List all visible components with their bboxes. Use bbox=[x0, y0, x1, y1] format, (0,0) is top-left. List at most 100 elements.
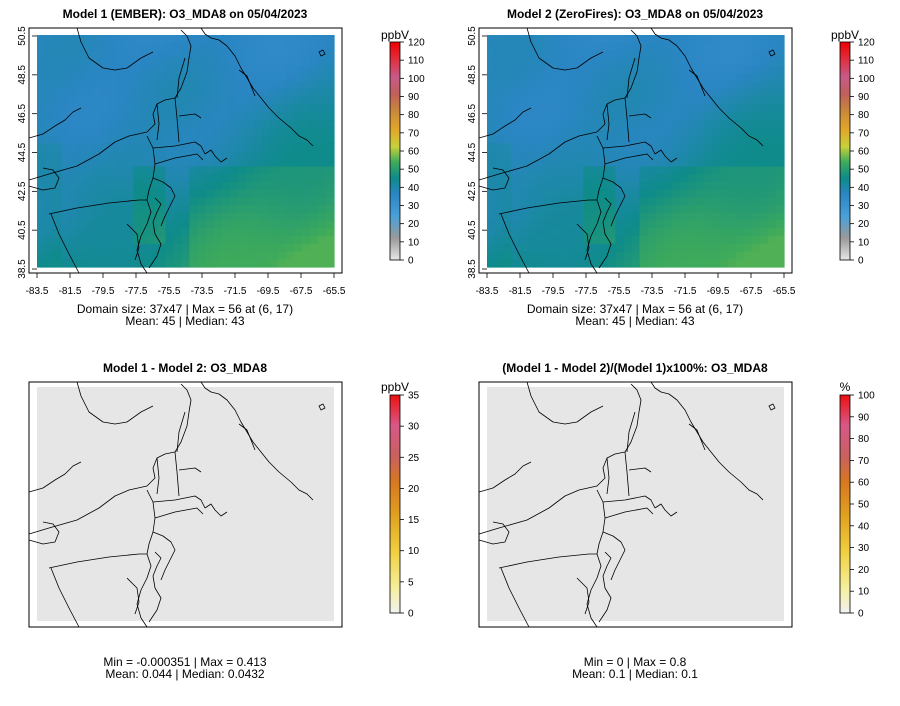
heatmap-cell bbox=[189, 58, 199, 67]
heatmap-cell bbox=[53, 166, 62, 175]
heatmap-cell bbox=[101, 228, 110, 237]
heatmap-cell bbox=[671, 189, 681, 198]
heatmap-cell bbox=[189, 50, 199, 59]
heatmap-cell bbox=[615, 189, 625, 198]
heatmap-cell bbox=[671, 259, 681, 268]
heatmap-cell bbox=[181, 58, 191, 67]
heatmap-cell bbox=[487, 174, 496, 183]
heatmap-cell bbox=[213, 251, 223, 260]
heatmap-cell bbox=[221, 73, 231, 82]
heatmap-cell bbox=[751, 251, 761, 260]
heatmap-cell bbox=[535, 158, 544, 168]
heatmap-cell bbox=[277, 151, 287, 160]
heatmap-cell bbox=[719, 259, 729, 268]
heatmap-cell bbox=[767, 189, 777, 198]
heatmap-cell bbox=[679, 166, 689, 175]
heatmap-cell bbox=[647, 189, 657, 198]
heatmap-cell bbox=[301, 174, 311, 183]
heatmap-cell bbox=[45, 135, 54, 144]
heatmap-cell bbox=[93, 135, 102, 144]
heatmap-cell bbox=[325, 189, 335, 198]
heatmap-cell bbox=[125, 236, 134, 245]
heatmap-cell bbox=[261, 220, 271, 229]
heatmap-cell bbox=[751, 228, 761, 237]
heatmap-cell bbox=[261, 35, 271, 44]
heatmap-cell bbox=[181, 205, 191, 214]
heatmap-cell bbox=[639, 151, 649, 160]
heatmap-cell bbox=[527, 243, 536, 253]
heatmap-cell bbox=[719, 35, 729, 44]
heatmap-cell bbox=[45, 143, 54, 152]
heatmap-cell bbox=[615, 104, 625, 113]
heatmap-cell bbox=[639, 58, 649, 67]
heatmap-cell bbox=[245, 166, 255, 175]
heatmap-cell bbox=[735, 151, 745, 160]
heatmap-cell bbox=[647, 220, 657, 229]
heatmap-cell bbox=[301, 189, 311, 198]
heatmap-cell bbox=[655, 42, 665, 52]
heatmap-cell bbox=[173, 81, 183, 90]
heatmap-cell bbox=[607, 73, 617, 82]
heatmap-cell bbox=[221, 228, 231, 237]
heatmap-cell bbox=[277, 220, 287, 229]
heatmap-cell bbox=[615, 158, 625, 168]
heatmap-cell bbox=[703, 65, 713, 75]
heatmap-cell bbox=[743, 81, 753, 90]
panel4-frame bbox=[478, 381, 793, 628]
heatmap-cell bbox=[751, 151, 761, 160]
heatmap-cell bbox=[237, 205, 247, 214]
heatmap-cell bbox=[695, 212, 705, 222]
heatmap-cell bbox=[101, 112, 110, 121]
heatmap-cell bbox=[599, 181, 609, 191]
panel2-map: -83.5 -81.5 -79.5 -77.5 -75.5 -73.5 -71.5 -69.5… bbox=[467, 26, 796, 297]
panel2-stats-line2: Mean: 45 | Median: 43 bbox=[575, 314, 695, 328]
heatmap-cell bbox=[317, 259, 327, 268]
heatmap-cell bbox=[519, 96, 528, 106]
panel3-colorbar-unit: ppbV bbox=[381, 380, 409, 394]
heatmap-cell bbox=[703, 58, 713, 67]
heatmap-cell bbox=[487, 58, 496, 67]
heatmap-cell bbox=[77, 135, 86, 144]
heatmap-cell bbox=[189, 228, 199, 237]
heatmap-cell bbox=[141, 189, 150, 198]
heatmap-cell bbox=[157, 205, 167, 214]
heatmap-cell bbox=[519, 50, 528, 59]
colorbar-tick-label: 20 bbox=[858, 565, 870, 576]
heatmap-cell bbox=[639, 120, 649, 129]
heatmap-cell bbox=[487, 197, 496, 206]
heatmap-cell bbox=[101, 81, 110, 90]
heatmap-cell bbox=[703, 236, 713, 245]
panel2-stats-line1: Domain size: 37x47 | Max = 56 at (6, 17) bbox=[527, 302, 743, 316]
heatmap-cell bbox=[157, 166, 167, 175]
heatmap-cell bbox=[325, 228, 335, 237]
colorbar-tick-label: 0 bbox=[858, 609, 864, 620]
heatmap-cell bbox=[695, 197, 705, 206]
heatmap-cell bbox=[711, 96, 721, 106]
heatmap-cell bbox=[679, 189, 689, 198]
heatmap-cell bbox=[117, 251, 126, 260]
heatmap-cell bbox=[117, 58, 126, 67]
heatmap-cell bbox=[583, 220, 592, 229]
heatmap-cell bbox=[543, 96, 552, 106]
heatmap-cell bbox=[703, 35, 713, 44]
heatmap-cell bbox=[559, 81, 568, 90]
heatmap-cell bbox=[639, 127, 649, 137]
heatmap-cell bbox=[655, 243, 665, 253]
heatmap-cell bbox=[141, 158, 150, 168]
x-tick-label: -75.5 bbox=[158, 286, 181, 297]
boundary-line bbox=[28, 167, 60, 191]
heatmap-cell bbox=[511, 158, 520, 168]
heatmap-cell bbox=[253, 73, 263, 82]
heatmap-cell bbox=[173, 65, 183, 75]
heatmap-cell bbox=[261, 181, 271, 191]
heatmap-cell bbox=[655, 236, 665, 245]
heatmap-cell bbox=[487, 189, 496, 198]
heatmap-cell bbox=[301, 181, 311, 191]
heatmap-cell bbox=[69, 127, 78, 137]
heatmap-cell bbox=[213, 181, 223, 191]
heatmap-cell bbox=[623, 158, 633, 168]
heatmap-cell bbox=[149, 243, 159, 253]
heatmap-cell bbox=[53, 96, 62, 106]
heatmap-cell bbox=[53, 259, 62, 268]
heatmap-cell bbox=[325, 73, 335, 82]
